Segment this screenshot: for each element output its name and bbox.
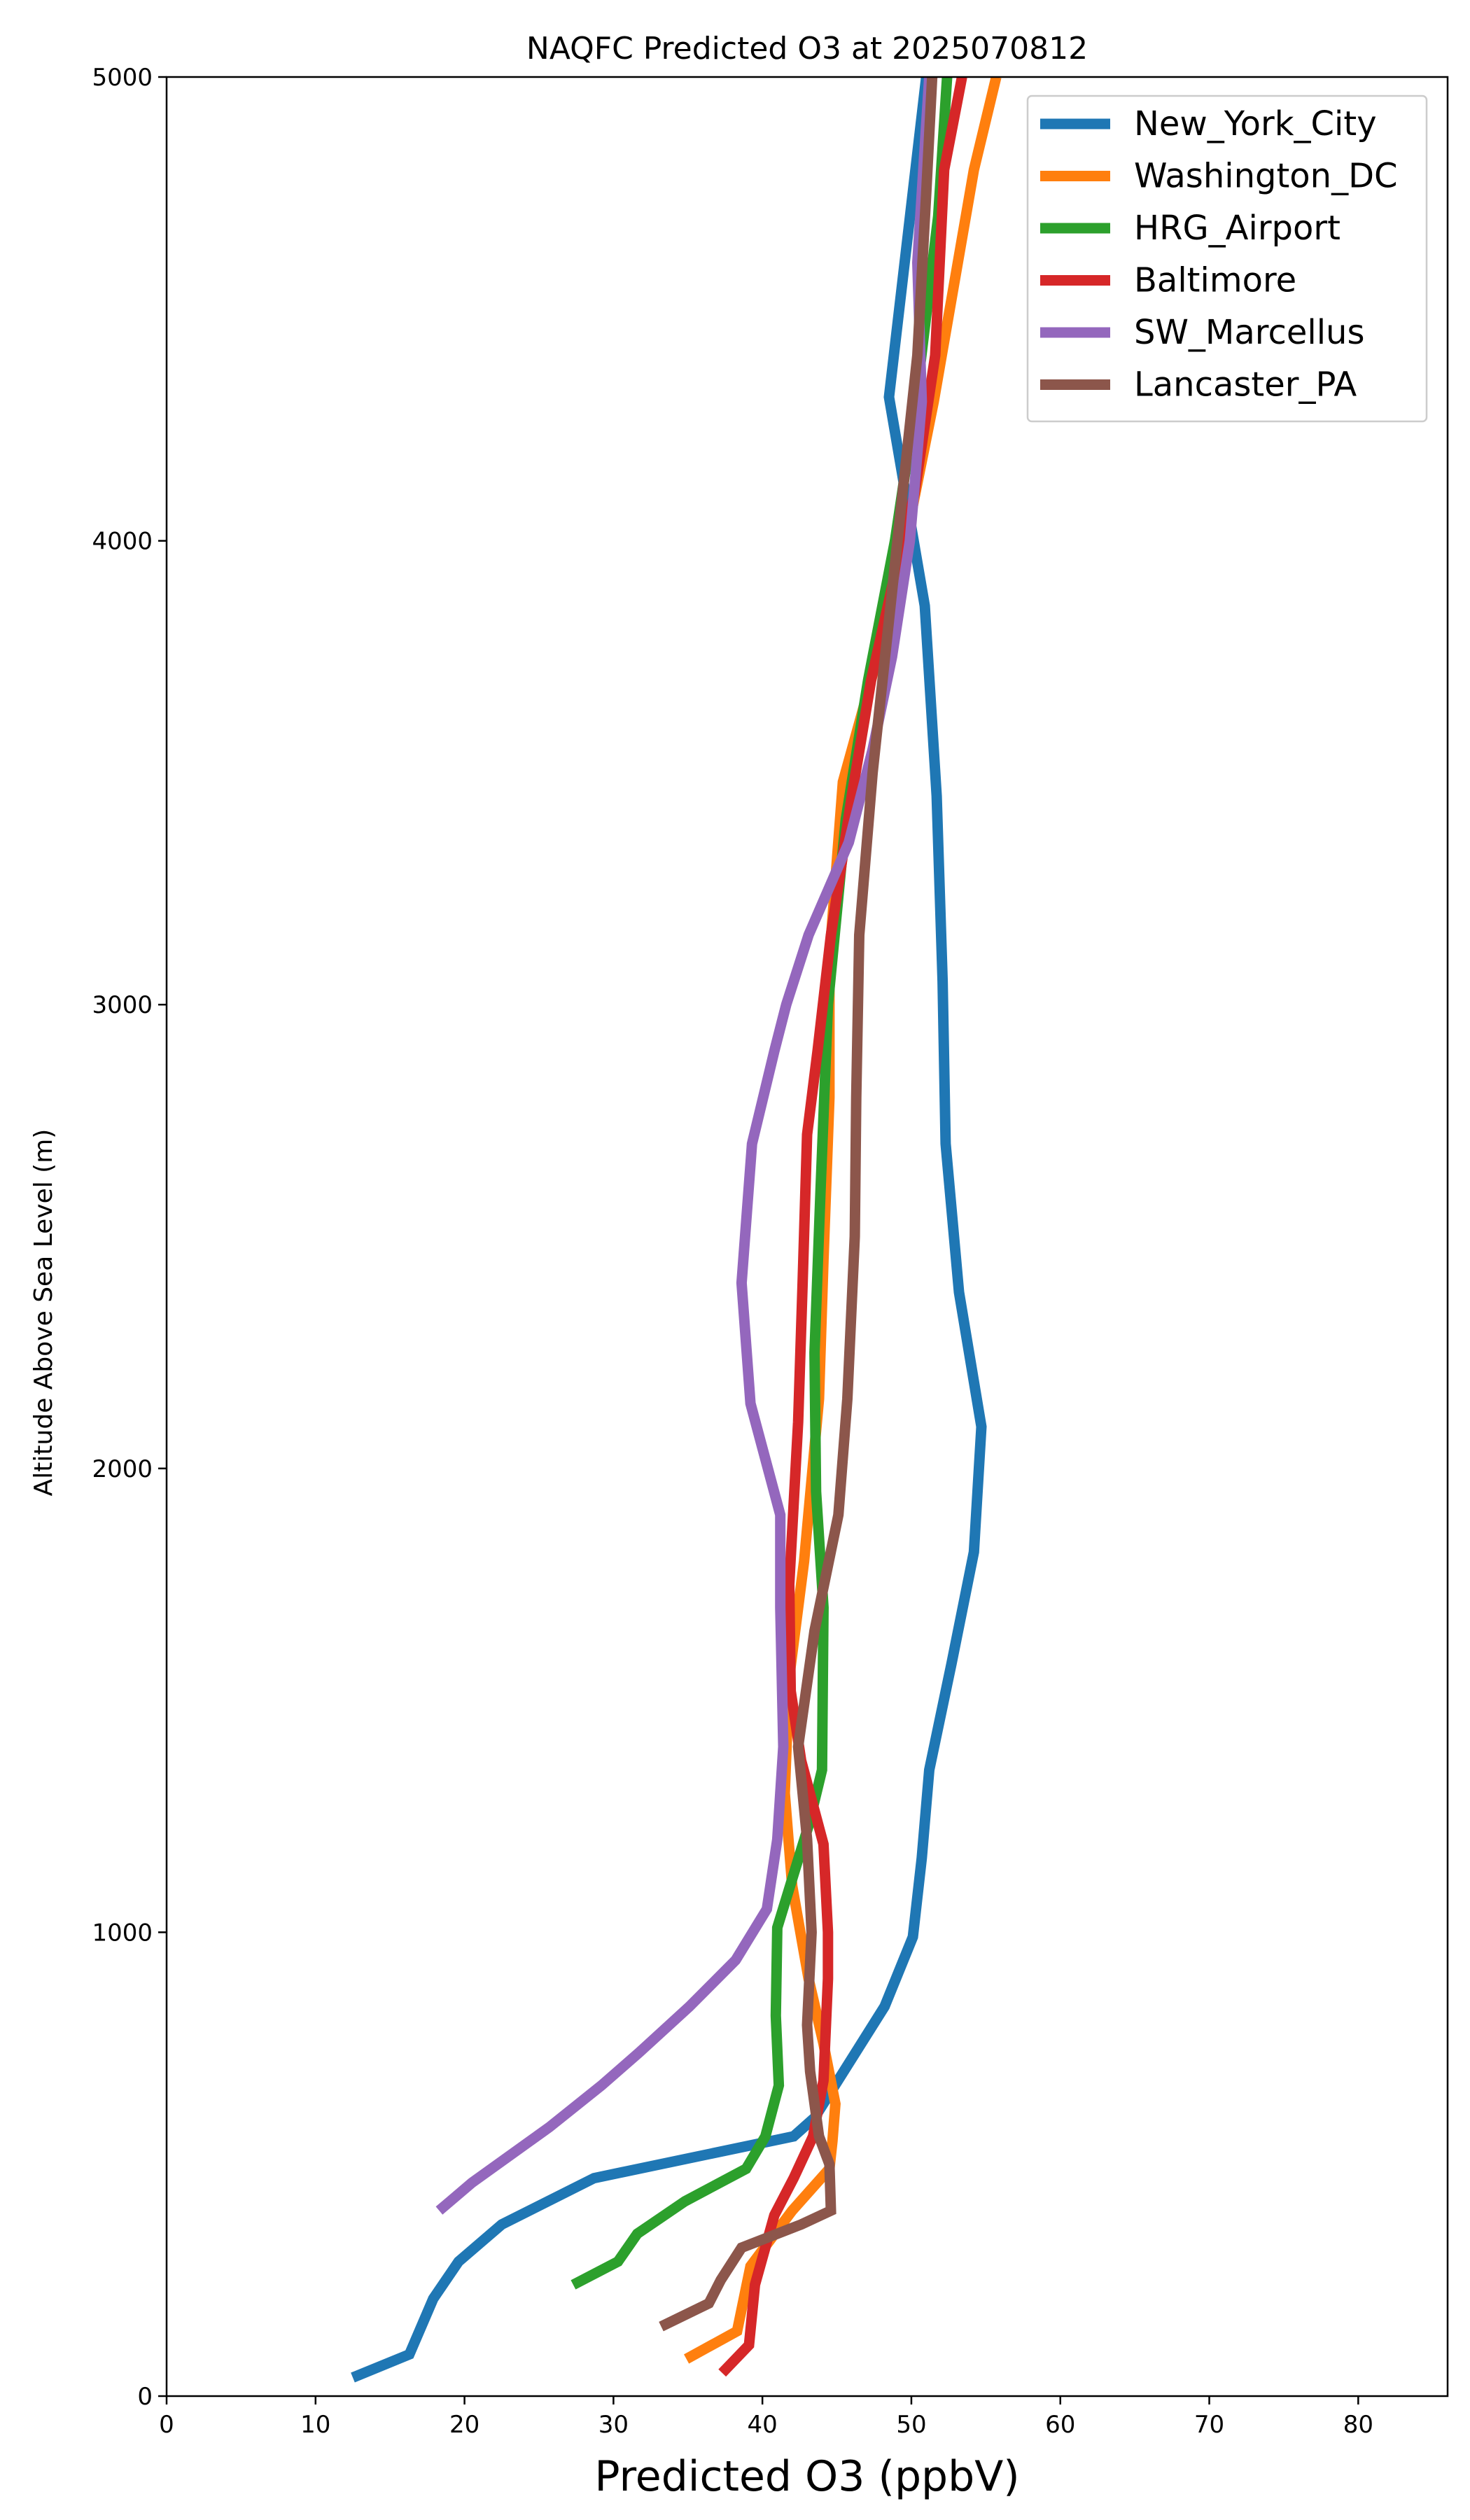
x-tick-label: 10	[300, 2411, 330, 2439]
x-tick-label: 30	[598, 2411, 629, 2439]
legend-label-baltimore: Baltimore	[1134, 261, 1296, 300]
y-tick-label: 2000	[92, 1455, 153, 1483]
y-axis-label: Altitude Above Sea Level (m)	[29, 1129, 58, 1497]
legend: New_York_City Washington_DC HRG_Airport Bal…	[1026, 94, 1428, 423]
series-line-sw-marcellus	[435, 77, 934, 2215]
y-tick-label: 3000	[92, 991, 153, 1019]
x-axis-ticks: 0 10 20 30 40 50 60 70 80	[159, 2396, 1373, 2439]
x-tick-label: 50	[896, 2411, 926, 2439]
legend-box	[1026, 94, 1428, 423]
plot-frame	[165, 76, 1449, 2398]
legend-label-hrg-airport: HRG_Airport	[1134, 209, 1340, 248]
legend-label-washington-dc: Washington_DC	[1134, 157, 1398, 196]
legend-label-sw-marcellus: SW_Marcellus	[1134, 313, 1364, 352]
x-tick-label: 70	[1194, 2411, 1224, 2439]
x-tick-label: 60	[1045, 2411, 1075, 2439]
x-tick-label: 40	[748, 2411, 778, 2439]
y-axis-ticks: 0 1000 2000 3000 4000 5000	[92, 64, 167, 2411]
y-tick-label: 4000	[92, 528, 153, 556]
x-axis-label: Predicted O3 (ppbV)	[594, 2452, 1019, 2501]
x-tick-label: 0	[159, 2411, 174, 2439]
series-line-lancaster-pa	[659, 77, 938, 2332]
chart-title: NAQFC Predicted O3 at 2025070812	[526, 31, 1088, 66]
x-tick-label: 20	[449, 2411, 479, 2439]
legend-label-lancaster-pa: Lancaster_PA	[1134, 365, 1357, 405]
legend-label-new-york-city: New_York_City	[1134, 104, 1377, 144]
y-tick-label: 1000	[92, 1919, 153, 1947]
series-lines	[351, 77, 1002, 2383]
series-line-baltimore	[718, 77, 967, 2377]
series-line-new-york-city	[351, 77, 987, 2383]
y-tick-label: 5000	[92, 64, 153, 92]
y-tick-label: 0	[137, 2383, 153, 2411]
x-tick-label: 80	[1343, 2411, 1373, 2439]
